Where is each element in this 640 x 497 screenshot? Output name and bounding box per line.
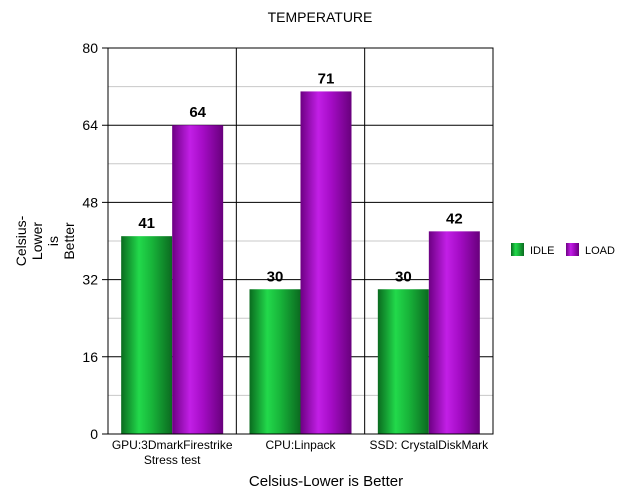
bar-load-0: [172, 125, 224, 434]
data-label: 41: [138, 215, 155, 232]
bars-layer: [121, 91, 480, 435]
y-axis-label: Celsius-LowerisBetter: [13, 215, 77, 266]
y-axis-label-line: Celsius-: [13, 215, 29, 266]
legend: IDLE LOAD: [511, 243, 615, 257]
x-tick-label: CPU:Linpack: [265, 438, 336, 452]
y-axis-label-line: Better: [61, 222, 77, 260]
x-tick-label: GPU:3DmarkFirestrike: [112, 438, 233, 452]
y-axis-label-line: Lower: [29, 222, 45, 260]
bar-idle-0: [121, 236, 173, 434]
y-tick-label: 0: [90, 426, 98, 442]
y-tick-label: 48: [82, 194, 98, 210]
labels-layer: 41 64 30 71 30 42: [138, 70, 462, 285]
data-label: 42: [446, 210, 463, 227]
y-tick-label: 32: [82, 272, 98, 288]
y-tick-label: 16: [82, 349, 98, 365]
legend-swatch-idle: [511, 243, 524, 256]
y-tick-label: 80: [82, 40, 98, 56]
x-tick-label: SSD: CrystalDiskMark: [369, 438, 489, 452]
legend-label-idle: IDLE: [530, 245, 554, 257]
data-label: 64: [189, 104, 206, 121]
chart-title: TEMPERATURE: [268, 9, 373, 25]
data-label: 30: [395, 268, 412, 285]
bar-idle-1: [249, 289, 301, 434]
legend-label-load: LOAD: [585, 245, 615, 257]
y-axis-label-line: is: [45, 236, 61, 246]
y-tick-label: 64: [82, 117, 98, 133]
bar-load-1: [300, 91, 352, 435]
data-label: 30: [267, 268, 284, 285]
bar-load-2: [428, 231, 480, 434]
data-label: 71: [318, 70, 335, 87]
bar-idle-2: [377, 289, 429, 434]
x-axis-label: Celsius-Lower is Better: [249, 473, 403, 490]
plot-frame: [107, 47, 494, 435]
x-tick-label: Stress test: [144, 453, 201, 467]
legend-swatch-load: [566, 243, 579, 256]
